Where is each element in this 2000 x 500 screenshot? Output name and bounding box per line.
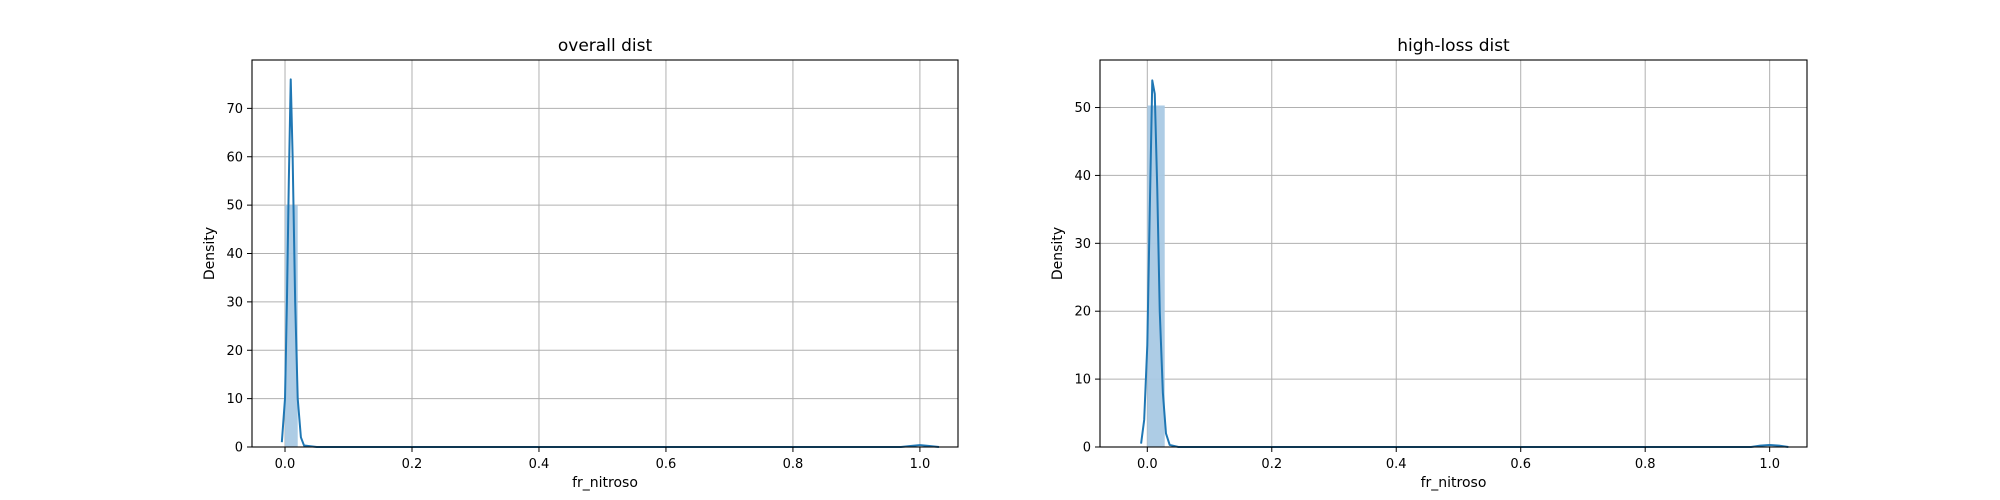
y-axis-label: Density: [1050, 227, 1066, 280]
y-tick-label: 30: [1074, 237, 1091, 252]
y-tick-label: 20: [1074, 305, 1091, 320]
chart-title: high-loss dist: [1397, 36, 1510, 56]
y-tick-label: 0: [1083, 441, 1091, 456]
x-tick-label: 0.2: [1261, 457, 1282, 472]
y-tick-label: 10: [1074, 373, 1091, 388]
x-tick-label: 0.0: [275, 457, 296, 472]
x-tick-label: 0.6: [1510, 457, 1531, 472]
y-tick-label: 0: [235, 441, 243, 456]
x-tick-label: 0.6: [656, 457, 677, 472]
y-tick-label: 60: [226, 150, 243, 165]
x-tick-label: 0.2: [402, 457, 423, 472]
y-tick-label: 50: [1074, 101, 1091, 116]
y-tick-label: 70: [226, 102, 243, 117]
x-tick-label: 0.8: [783, 457, 804, 472]
x-tick-label: 1.0: [910, 457, 931, 472]
y-tick-label: 50: [226, 199, 243, 214]
x-tick-label: 0.4: [1386, 457, 1407, 472]
histogram-bar: [1147, 105, 1165, 447]
x-axis-label: fr_nitroso: [572, 475, 638, 491]
y-tick-label: 30: [226, 295, 243, 310]
kde-line: [280, 78, 940, 448]
y-tick-label: 10: [226, 392, 243, 407]
x-tick-label: 0.0: [1137, 457, 1158, 472]
y-tick-label: 20: [226, 344, 243, 359]
x-tick-label: 1.0: [1759, 457, 1780, 472]
y-tick-label: 40: [1074, 169, 1091, 184]
x-tick-label: 0.8: [1635, 457, 1656, 472]
kde-line: [1140, 79, 1789, 448]
chart-overall-dist: 0.0 0.2 0.4 0.6 0.8 1.0 0 10 20 30 40 50 60 70 overall…: [202, 36, 959, 491]
plot-frame: [1099, 59, 1808, 448]
chart-title: overall dist: [558, 36, 653, 56]
chart-high-loss-dist: 0.0 0.2 0.4 0.6 0.8 1.0 0 10 20 30 40 50 high-loss d…: [1050, 36, 1808, 491]
y-axis-label: Density: [202, 227, 218, 280]
x-axis-label: fr_nitroso: [1421, 475, 1487, 491]
y-tick-label: 40: [226, 247, 243, 262]
x-tick-label: 0.4: [529, 457, 550, 472]
